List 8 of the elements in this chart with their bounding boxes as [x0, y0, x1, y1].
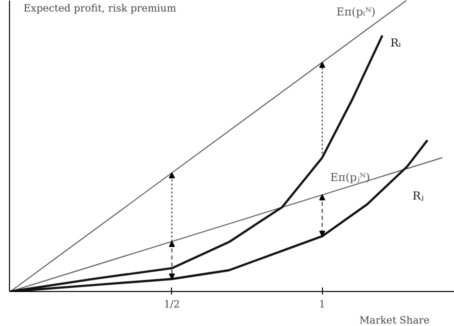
x-tick-label: 1: [319, 300, 326, 310]
x-tick-label: 1/2: [164, 300, 180, 310]
series-label: Eπ(pᵢᴺ): [336, 6, 376, 18]
y-axis-title: Expected profit, risk premium: [24, 4, 177, 14]
series-label: Rⱼ: [412, 190, 424, 203]
series-label: Eπ(pⱼᴺ): [330, 171, 370, 184]
series-label: Rᵢ: [390, 36, 402, 50]
x-axis-title: Market Share: [359, 316, 430, 326]
